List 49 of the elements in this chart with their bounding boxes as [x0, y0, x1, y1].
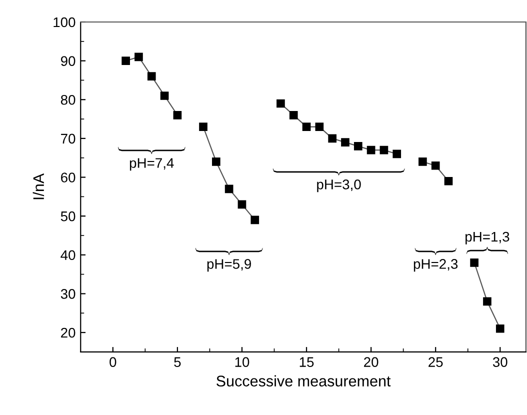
x-tick-label: 15: [300, 357, 314, 367]
y-tick-label: 30: [60, 289, 76, 299]
y-tick-label: 50: [60, 211, 76, 222]
point: [238, 200, 246, 209]
annotation: pH=2,3: [414, 259, 458, 272]
point: [147, 72, 156, 81]
y-tick-label: 80: [60, 94, 76, 105]
y-axis-title: I/nA: [32, 173, 44, 200]
x-tick-label: 25: [428, 357, 443, 367]
point: [392, 150, 402, 158]
x-tick-label: 0: [110, 357, 116, 367]
annotation: pH=7,4: [130, 158, 174, 171]
point: [431, 161, 440, 170]
point: [302, 122, 311, 131]
point: [199, 122, 208, 131]
point: [380, 146, 388, 154]
point: [483, 297, 492, 306]
point: [354, 142, 362, 150]
x-tick-label: 5: [174, 357, 181, 367]
y-tick-label: 40: [60, 250, 76, 260]
y-tick-label: 60: [61, 172, 76, 182]
x-axis-title: Successive measurement: [216, 375, 391, 387]
point: [173, 110, 182, 120]
point: [289, 110, 298, 120]
y-tick-label: 70: [61, 134, 76, 144]
point: [328, 134, 336, 143]
x-tick-label: 20: [364, 357, 378, 367]
y-tick-label: 100: [54, 17, 76, 28]
point: [444, 176, 453, 186]
point: [134, 52, 143, 62]
point: [276, 99, 285, 108]
point: [224, 184, 234, 194]
x-tick-label: 30: [492, 357, 508, 367]
annotation: pH=5,9: [207, 259, 251, 272]
y-tick-label: 90: [60, 56, 76, 66]
point: [341, 138, 350, 146]
annotation: pH=3,0: [317, 180, 361, 192]
point: [212, 158, 220, 166]
point: [366, 146, 376, 154]
point: [250, 216, 260, 224]
y-tick-label: 20: [61, 328, 76, 338]
point: [496, 324, 504, 333]
x-tick-label: 10: [235, 357, 250, 367]
point: [470, 258, 478, 267]
point: [160, 92, 169, 100]
point: [122, 56, 130, 65]
annotation: pH=1,3: [466, 232, 510, 244]
point: [418, 158, 427, 166]
point: [315, 122, 324, 131]
